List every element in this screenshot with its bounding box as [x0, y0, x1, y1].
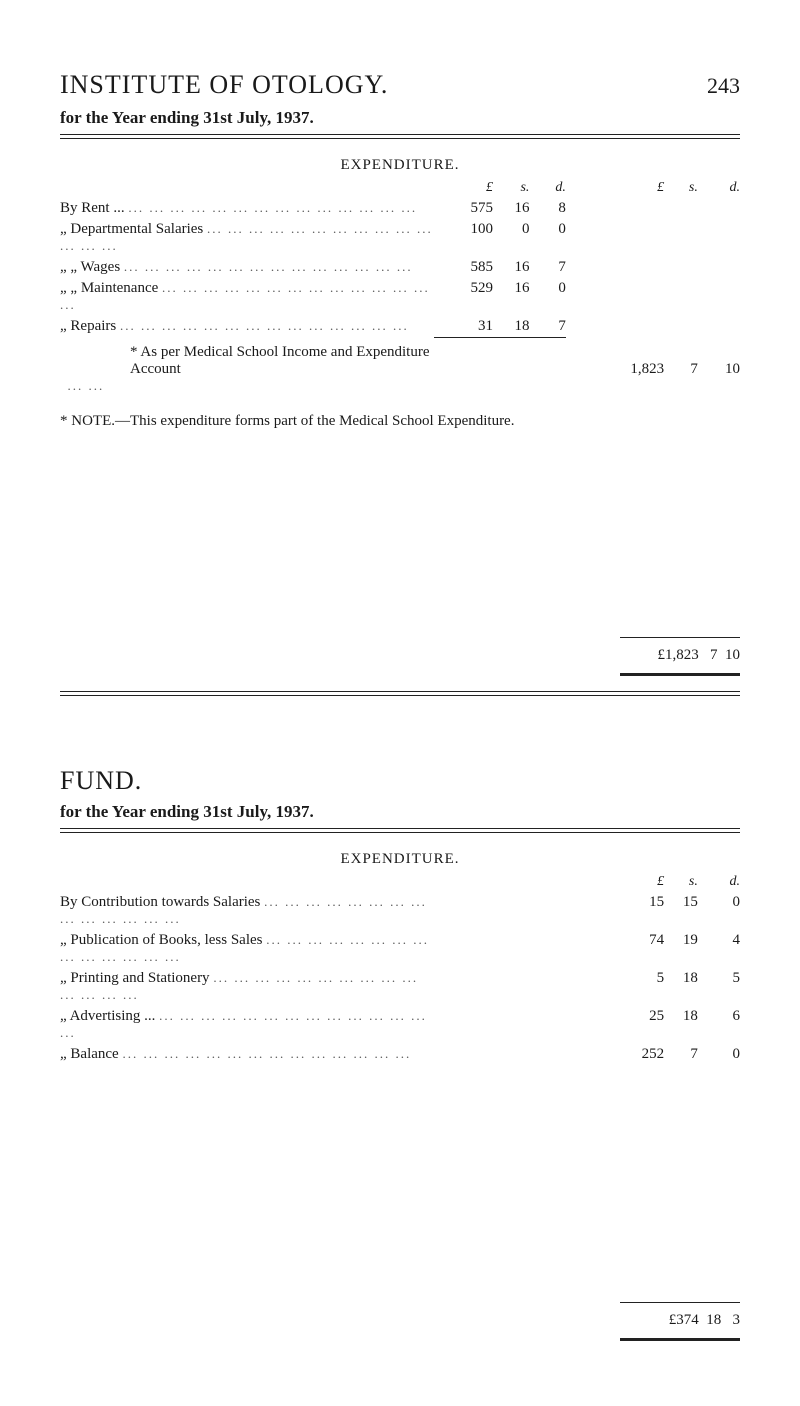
ledger-row: „ Publication of Books, less Sales 74 19…	[60, 930, 740, 968]
leader-dots	[122, 1046, 411, 1062]
row-s: 16	[493, 278, 529, 316]
row-label: „ Balance	[60, 1046, 119, 1062]
grand-l: £374	[669, 1312, 699, 1328]
leader-dots	[120, 318, 409, 334]
row-l: 585	[434, 257, 493, 278]
col-d: d.	[529, 178, 565, 198]
row-label: By Rent ...	[60, 200, 125, 216]
row-l: 74	[591, 930, 664, 968]
row-label: „ „ Wages	[60, 259, 120, 275]
row-s: 18	[493, 316, 529, 338]
institute-subtitle: for the Year ending 31st July, 1937.	[60, 108, 740, 128]
leader-dots	[68, 378, 105, 394]
grand-total-block: £1,823 7 10	[60, 630, 740, 681]
col-l2: £	[591, 872, 664, 892]
col-d2: d.	[698, 872, 740, 892]
row-label: By Contribution towards Salaries	[60, 894, 260, 910]
page: INSTITUTE OF OTOLOGY. 243 for the Year e…	[0, 0, 800, 1406]
row-l: 5	[591, 968, 664, 1006]
ledger-row: By Contribution towards Salaries 15 15 0	[60, 892, 740, 930]
ledger-row: „ Advertising ... 25 18 6	[60, 1006, 740, 1044]
ledger-row: „ Departmental Salaries 100 0 0	[60, 219, 740, 257]
row-d: 7	[529, 316, 565, 338]
col-s2: s.	[664, 872, 698, 892]
total-row: * As per Medical School Income and Expen…	[60, 342, 740, 397]
ledger-header-row: £ s. d.	[60, 872, 740, 892]
row-l: 25	[591, 1006, 664, 1044]
ledger-row: „ Repairs 31 18 7	[60, 316, 740, 338]
header-row: INSTITUTE OF OTOLOGY. 243	[60, 70, 740, 100]
rule-divider	[60, 134, 740, 139]
ledger-row: By Rent ... 575 16 8	[60, 198, 740, 219]
total-d: 10	[698, 342, 740, 397]
fund-ledger: £ s. d. By Contribution towards Salaries…	[60, 872, 740, 1065]
fund-title: FUND.	[60, 766, 740, 796]
row-d: 0	[529, 219, 565, 257]
leader-dots	[124, 259, 413, 275]
row-s: 0	[493, 219, 529, 257]
grand-d: 10	[725, 647, 740, 663]
row-s: 16	[493, 257, 529, 278]
col-s: s.	[493, 178, 529, 198]
col-l: £	[434, 178, 493, 198]
row-l: 100	[434, 219, 493, 257]
footnote: * NOTE.—This expenditure forms part of t…	[60, 413, 740, 430]
row-d: 0	[698, 892, 740, 930]
grand-s: 18	[706, 1312, 721, 1328]
col-d2: d.	[698, 178, 740, 198]
row-s: 7	[664, 1044, 698, 1065]
row-d: 5	[698, 968, 740, 1006]
grand-d: 3	[733, 1312, 741, 1328]
expenditure-heading: EXPENDITURE.	[60, 851, 740, 868]
row-l: 252	[591, 1044, 664, 1065]
total-l: 1,823	[591, 342, 664, 397]
row-label: „ Advertising ...	[60, 1008, 155, 1024]
row-label: „ „ Maintenance	[60, 280, 158, 296]
grand-l: £1,823	[658, 647, 699, 663]
row-s: 18	[664, 968, 698, 1006]
row-l: 15	[591, 892, 664, 930]
row-s: 15	[664, 892, 698, 930]
row-s: 16	[493, 198, 529, 219]
grand-s: 7	[710, 647, 718, 663]
row-label: „ Printing and Stationery	[60, 970, 210, 986]
total-s: 7	[664, 342, 698, 397]
row-s: 18	[664, 1006, 698, 1044]
row-s: 19	[664, 930, 698, 968]
institute-title: INSTITUTE OF OTOLOGY.	[60, 70, 388, 100]
fund-grand-total: £374 18 3	[60, 1295, 740, 1346]
row-d: 0	[529, 278, 565, 316]
row-d: 0	[698, 1044, 740, 1065]
fund-subtitle: for the Year ending 31st July, 1937.	[60, 802, 740, 822]
expenditure-heading: EXPENDITURE.	[60, 157, 740, 174]
total-note: * As per Medical School Income and Expen…	[130, 344, 434, 378]
col-l2: £	[591, 178, 664, 198]
row-d: 7	[529, 257, 565, 278]
row-label: „ Repairs	[60, 318, 116, 334]
row-label: „ Publication of Books, less Sales	[60, 932, 263, 948]
page-number: 243	[707, 73, 740, 99]
institute-ledger: £ s. d. £ s. d. By Rent ... 575 16 8 „ D…	[60, 178, 740, 397]
leader-dots	[128, 200, 417, 216]
ledger-header-row: £ s. d. £ s. d.	[60, 178, 740, 198]
row-d: 4	[698, 930, 740, 968]
row-d: 8	[529, 198, 565, 219]
row-l: 529	[434, 278, 493, 316]
row-l: 31	[434, 316, 493, 338]
row-l: 575	[434, 198, 493, 219]
ledger-row: „ „ Wages 585 16 7	[60, 257, 740, 278]
ledger-row: „ Printing and Stationery 5 18 5	[60, 968, 740, 1006]
rule-divider	[60, 828, 740, 833]
row-label: „ Departmental Salaries	[60, 221, 203, 237]
ledger-row: „ Balance 252 7 0	[60, 1044, 740, 1065]
ledger-row: „ „ Maintenance 529 16 0	[60, 278, 740, 316]
col-s2: s.	[664, 178, 698, 198]
row-d: 6	[698, 1006, 740, 1044]
